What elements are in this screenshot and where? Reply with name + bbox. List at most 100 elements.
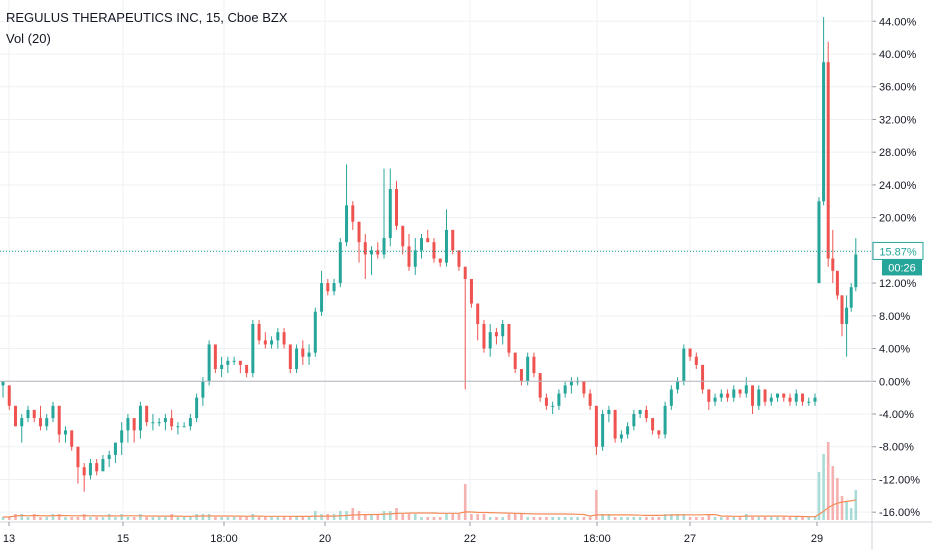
candle-body (382, 238, 386, 255)
candle-body (451, 229, 455, 251)
countdown-value: 00:26 (888, 262, 916, 274)
symbol-title[interactable]: REGULUS THERAPEUTICS INC, 15, Cboe BZX (6, 10, 288, 25)
candle-body (201, 381, 205, 398)
candle-body (854, 254, 858, 288)
candle-body (438, 258, 442, 263)
volume-bar (295, 517, 298, 520)
volume-bar (657, 517, 661, 520)
reference-lines (0, 250, 872, 382)
volume-bar (826, 442, 830, 520)
volume-bar (214, 517, 217, 520)
volume-bar (563, 517, 567, 520)
candle-body (651, 418, 655, 431)
candle-body (307, 352, 311, 357)
candle-body (532, 356, 536, 374)
candle-body (657, 430, 661, 435)
candle-body (226, 360, 230, 365)
volume-bar (836, 478, 839, 520)
y-tick-label: -8.00% (879, 442, 914, 454)
candles (1, 17, 858, 492)
y-tick-label: 28.00% (879, 147, 917, 159)
volume-bar (264, 517, 267, 520)
volume-bar (688, 517, 692, 520)
volume-bar (557, 517, 561, 520)
volume-bar (476, 514, 480, 520)
candle-body (288, 344, 292, 369)
candle-body (831, 258, 835, 271)
volume-bar (388, 511, 392, 520)
volume-bar (451, 514, 455, 520)
volume-bar (170, 514, 173, 520)
x-tick-label: 29 (811, 533, 823, 545)
candle-body (313, 311, 317, 353)
candle-body (132, 418, 136, 431)
volume-bar (20, 514, 24, 520)
y-tick-label: 24.00% (879, 180, 917, 192)
candle-body (1, 381, 5, 386)
volume-bar (257, 517, 261, 520)
y-tick-label: 32.00% (879, 114, 917, 126)
y-tick-label: 20.00% (879, 213, 917, 225)
candle-body (707, 389, 711, 402)
countdown-badge (882, 259, 922, 276)
candle-body (320, 283, 324, 312)
y-tick-label: -4.00% (879, 409, 914, 421)
volume-bar (401, 514, 405, 520)
x-tick-label: 27 (684, 533, 696, 545)
volume-bar (713, 517, 717, 520)
volume-bar (620, 517, 623, 520)
volume-bar (507, 514, 511, 520)
volume-indicator-label[interactable]: Vol (20) (6, 31, 51, 46)
candle-body (719, 393, 723, 398)
volume-bar (232, 517, 236, 520)
volume-bar (351, 508, 355, 520)
volume-bar (769, 517, 773, 520)
volume-bar (545, 517, 548, 520)
candle-body (176, 426, 180, 428)
x-axis: 13 15 18:00 20 22 18:00 27 29 (0, 521, 932, 545)
volume-bar (501, 517, 504, 520)
volume-bar (738, 517, 742, 520)
volume-bar (831, 466, 835, 520)
volume-ma-path (3, 499, 856, 518)
volume-bar (607, 514, 611, 520)
candle-body (551, 405, 555, 407)
candle-body (20, 418, 24, 427)
candle-body (332, 283, 336, 292)
candle-body (326, 283, 330, 292)
candle-body (676, 381, 680, 390)
candle-body (151, 422, 155, 424)
candle-body (822, 62, 826, 202)
candle-body (782, 393, 786, 398)
candle-body (426, 238, 430, 243)
candle-body (213, 344, 217, 369)
candle-body (163, 418, 167, 423)
volume-bar (320, 514, 323, 520)
volume-bar (463, 484, 467, 520)
y-axis: 44.00% 40.00% 36.00% 32.00% 28.00% 24.00% 20.0… (871, 0, 920, 550)
grid-lines (0, 0, 872, 522)
volume-bar (551, 517, 554, 520)
volume-bar (357, 511, 361, 520)
candle-body (282, 332, 286, 345)
y-tick-label: 44.00% (879, 16, 917, 28)
volume-bar (26, 517, 30, 520)
volume-bar (513, 514, 517, 520)
volume-bar (95, 517, 98, 520)
volume-bar (101, 517, 105, 520)
y-tick-label: 40.00% (879, 49, 917, 61)
candle-body (413, 250, 417, 267)
candle-body (95, 463, 99, 472)
candle-body (126, 418, 130, 431)
candle-body (182, 426, 186, 428)
y-tick-label: -12.00% (879, 474, 920, 486)
candle-body (794, 393, 798, 402)
candle-body (619, 434, 623, 439)
candle-body (32, 409, 36, 419)
volume-bar (89, 517, 92, 520)
candle-body (776, 393, 780, 398)
volume-bar (726, 517, 729, 520)
candle-body (744, 385, 748, 394)
